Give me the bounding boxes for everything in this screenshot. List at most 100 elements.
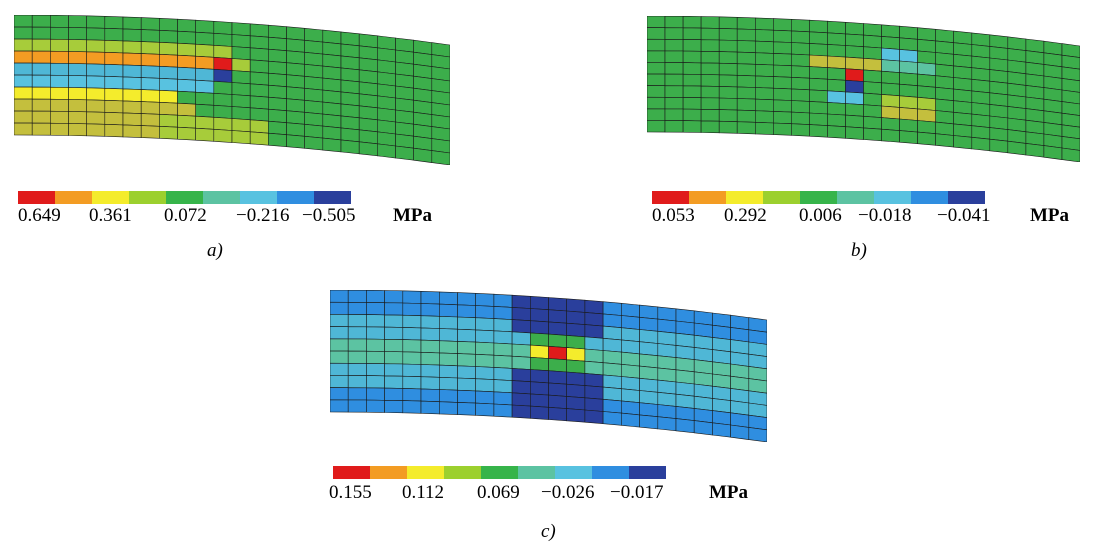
- mesh-cell: [682, 97, 702, 110]
- mesh-cell: [286, 50, 306, 65]
- mesh-cell: [366, 326, 385, 340]
- mesh-cell: [748, 402, 767, 418]
- mesh-cell: [647, 73, 666, 87]
- mesh-cell: [493, 379, 513, 394]
- caption-c: c): [541, 521, 556, 542]
- mesh-cell: [657, 318, 677, 334]
- mesh-cell: [159, 65, 178, 80]
- mesh-cell: [881, 82, 900, 97]
- mesh-cell: [475, 378, 495, 393]
- mesh-cell: [104, 99, 124, 114]
- mesh-cell: [700, 120, 720, 134]
- mesh-cell: [304, 75, 324, 91]
- mesh-cell: [971, 136, 991, 152]
- mesh-cell: [140, 41, 160, 55]
- mesh-cell: [881, 59, 900, 73]
- mesh-cell: [657, 379, 677, 395]
- mesh-cell: [439, 364, 458, 379]
- mesh-cell: [395, 145, 415, 161]
- mesh-cell: [791, 123, 810, 137]
- mesh-cell: [639, 414, 659, 430]
- legend-swatch-c-1: [333, 466, 370, 479]
- mesh-cell: [682, 39, 702, 52]
- mesh-cell: [511, 307, 531, 322]
- mesh-cell: [304, 111, 324, 127]
- mesh-cell: [384, 338, 404, 353]
- mesh-cell: [439, 352, 458, 367]
- mesh-cell: [548, 297, 567, 312]
- mesh-cell: [657, 306, 677, 322]
- mesh-cell: [68, 39, 87, 53]
- mesh-cell: [647, 108, 666, 121]
- mesh-cell: [809, 77, 828, 92]
- mesh-cell: [657, 404, 677, 419]
- legend-unit-c: MPa: [709, 482, 749, 503]
- mesh-cell: [748, 414, 767, 431]
- mesh-cell: [863, 104, 882, 118]
- mesh-cell: [989, 57, 1009, 72]
- mesh-cell: [31, 26, 51, 40]
- mesh-cell: [971, 32, 991, 47]
- mesh-cell: [402, 400, 422, 414]
- mesh-cell: [286, 110, 306, 125]
- mesh-cell: [340, 139, 360, 155]
- mesh-cell: [809, 112, 828, 126]
- mesh-cell: [420, 351, 440, 366]
- mesh-cell: [602, 374, 622, 390]
- mesh-cell: [231, 70, 251, 85]
- mesh-cell: [602, 325, 622, 341]
- mesh-cell: [566, 335, 586, 350]
- mesh-cell: [104, 27, 124, 42]
- mesh-cell: [530, 369, 549, 384]
- mesh-cell: [213, 68, 233, 83]
- mesh-cell: [195, 127, 215, 142]
- mesh-cell: [718, 39, 738, 53]
- mesh-cell: [935, 63, 955, 78]
- mesh-cell: [249, 47, 269, 62]
- mesh-cell: [602, 386, 622, 402]
- mesh-cell: [809, 43, 828, 57]
- mesh-cell: [639, 365, 659, 381]
- mesh-cell: [231, 58, 251, 73]
- mesh-cell: [664, 96, 684, 110]
- mesh-cell: [402, 388, 422, 402]
- mesh-cell: [827, 55, 846, 70]
- mesh-cell: [140, 17, 160, 31]
- mesh-cell: [86, 111, 106, 125]
- mesh-cell: [700, 108, 720, 122]
- mesh-cell: [566, 383, 586, 399]
- mesh-cell: [439, 328, 458, 342]
- mesh-cell: [827, 90, 846, 104]
- mesh-cell: [340, 79, 360, 95]
- mesh-cell: [304, 51, 324, 67]
- mesh-cell: [122, 88, 142, 102]
- mesh-cell: [14, 26, 33, 40]
- mesh-cell: [340, 31, 360, 47]
- mesh-cell: [330, 362, 349, 376]
- mesh-cell: [773, 29, 792, 43]
- mesh-cell: [493, 391, 513, 406]
- mesh-cell: [249, 71, 269, 86]
- mesh-cell: [475, 353, 495, 368]
- mesh-cell: [863, 92, 882, 107]
- mesh-cell: [1061, 43, 1080, 58]
- mesh-cell: [935, 98, 955, 113]
- mesh-cell: [647, 85, 666, 98]
- mesh-cell: [548, 382, 567, 397]
- legend-tick-c-2: 0.112: [402, 482, 445, 503]
- mesh-cell: [548, 394, 567, 409]
- mesh-cell: [664, 16, 684, 29]
- mesh-cell: [935, 52, 955, 67]
- mesh-cell: [773, 87, 792, 101]
- mesh-cell: [827, 113, 846, 128]
- mesh-cell: [493, 293, 513, 308]
- mesh-cell: [845, 45, 864, 59]
- mesh-cell: [511, 355, 531, 370]
- mesh-cell: [748, 378, 767, 394]
- mesh-cell: [68, 63, 87, 77]
- mesh-cell: [639, 341, 659, 357]
- mesh-cell: [718, 28, 738, 41]
- mesh-cell: [682, 73, 702, 87]
- legend-tick-a-2: 0.361: [89, 205, 132, 226]
- mesh-cell: [304, 123, 324, 139]
